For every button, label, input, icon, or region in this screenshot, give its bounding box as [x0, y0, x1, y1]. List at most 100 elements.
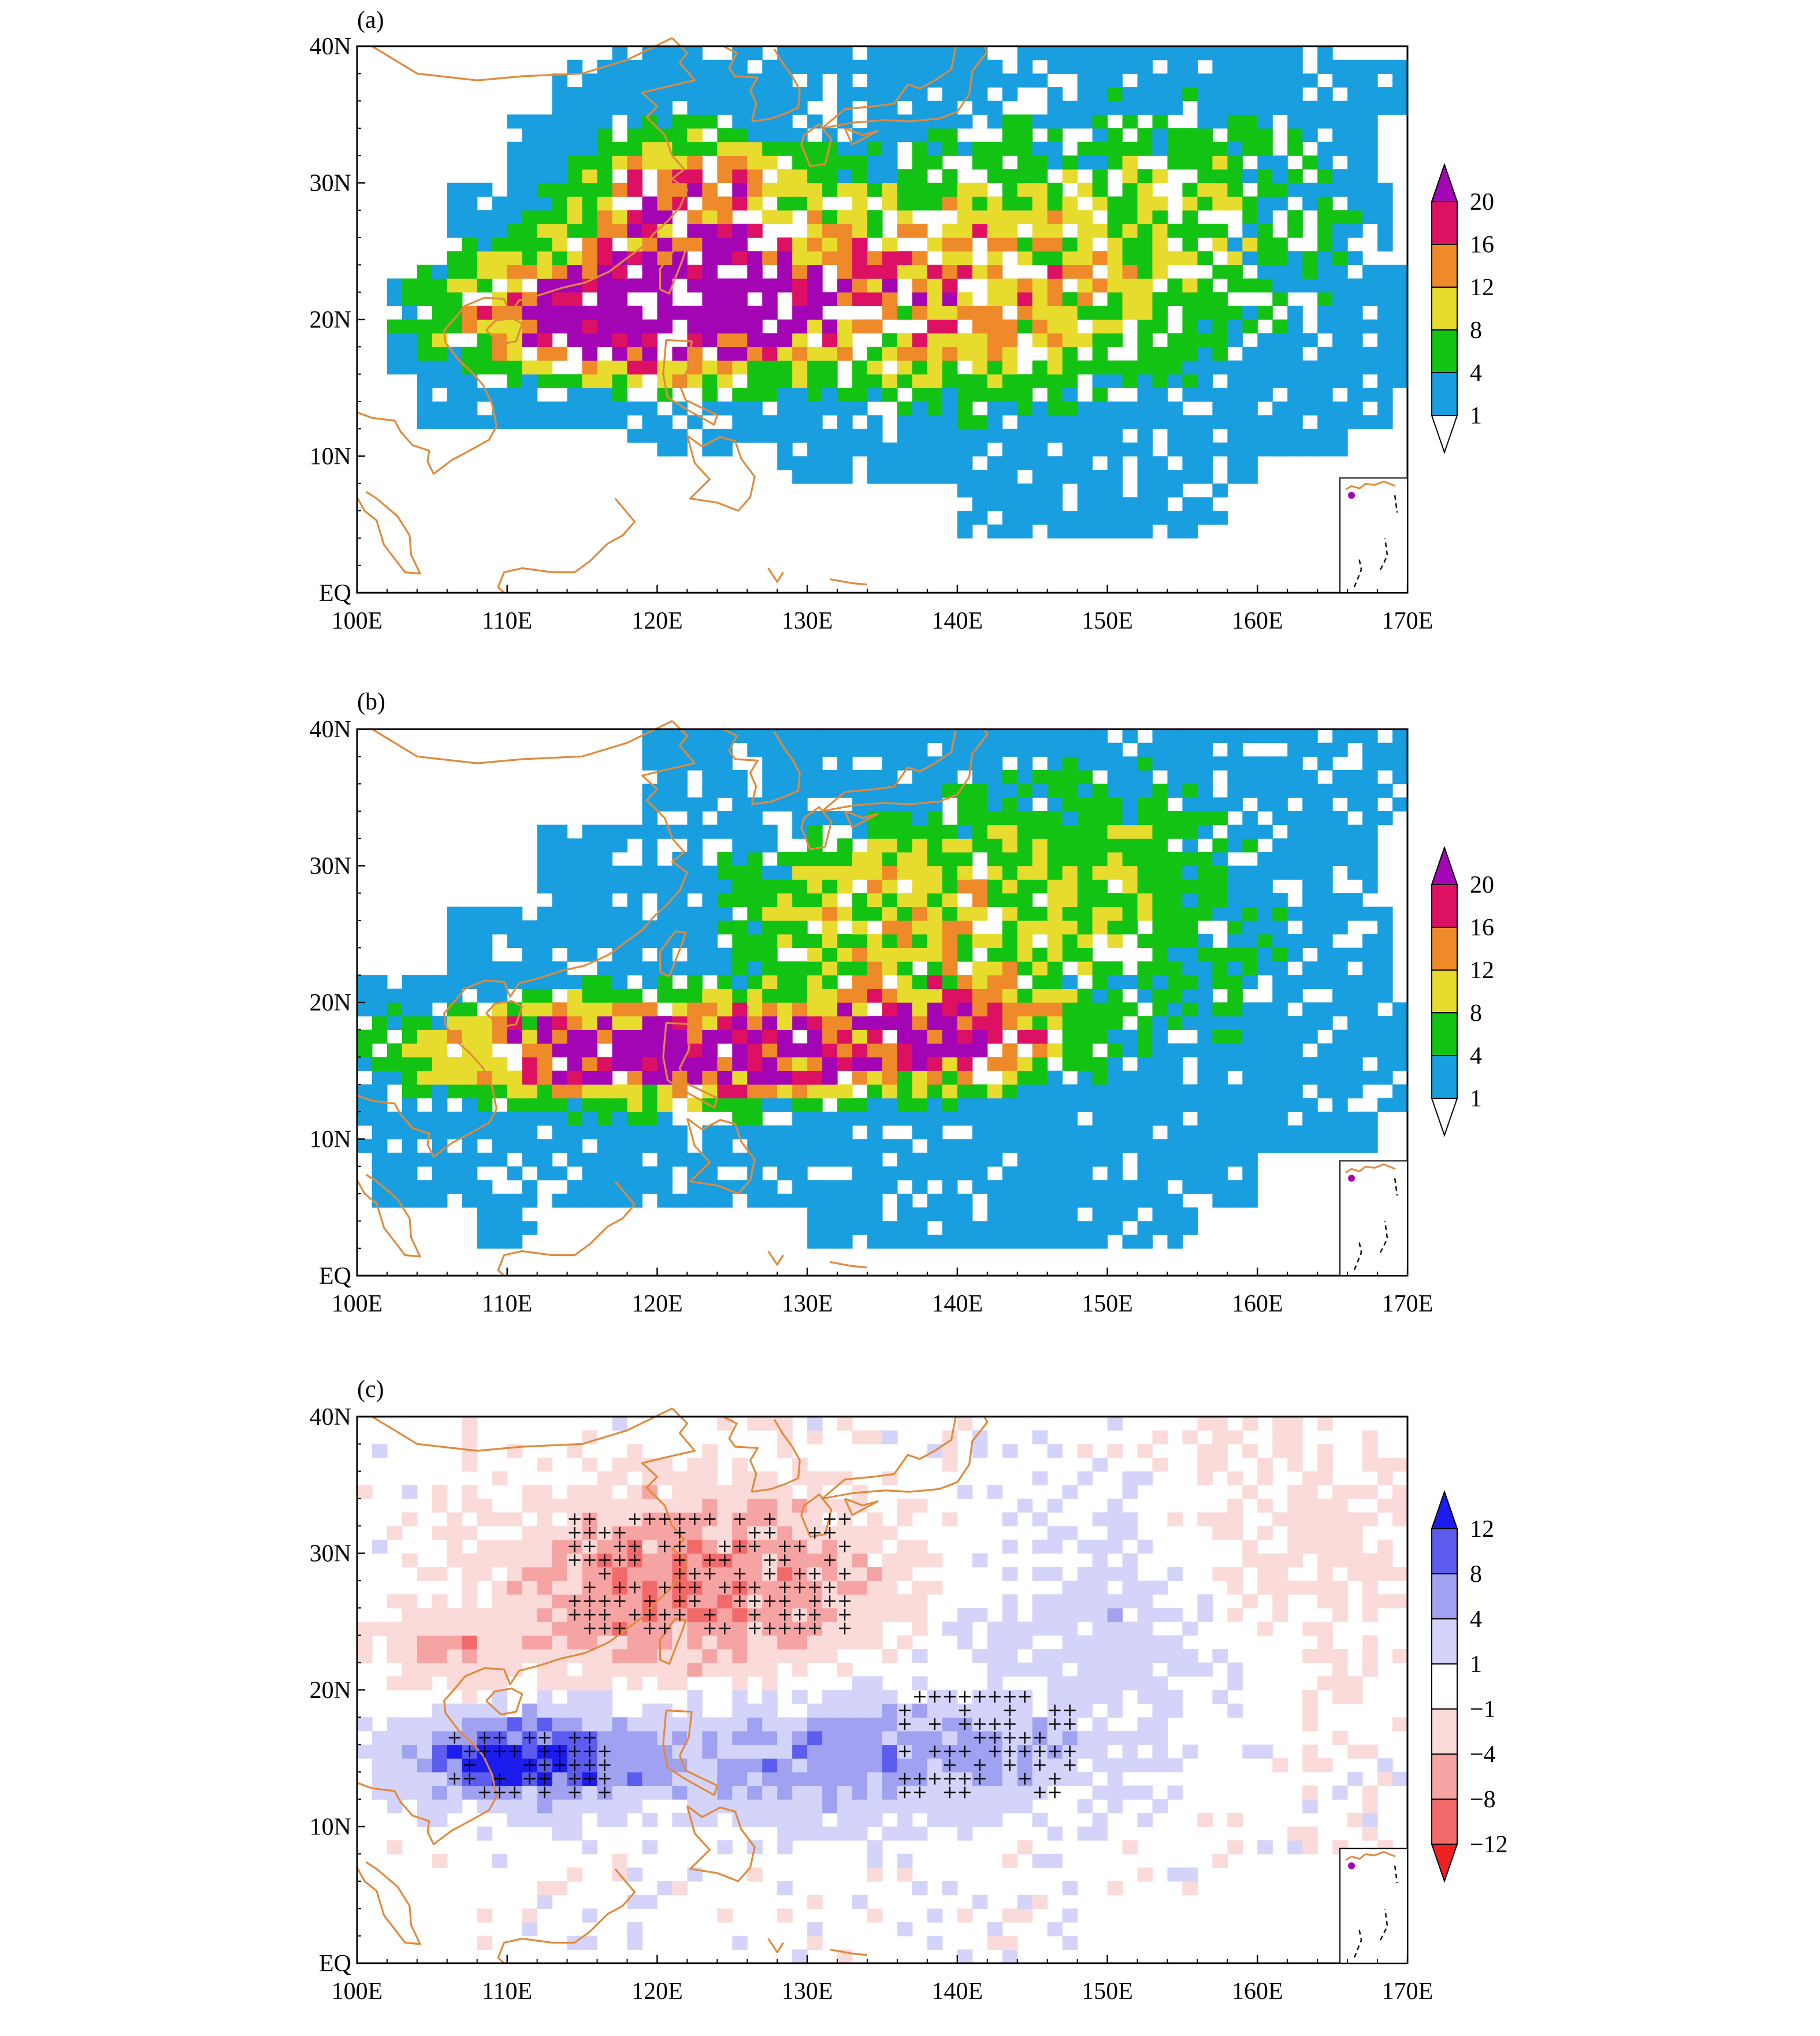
heatmap-cell	[657, 797, 673, 812]
heatmap-cell	[1002, 1935, 1018, 1950]
heatmap-cell	[1197, 852, 1213, 867]
heatmap-cell	[792, 1084, 808, 1099]
heatmap-cell	[837, 278, 853, 293]
heatmap-cell	[417, 347, 433, 361]
heatmap-cell	[1317, 101, 1333, 115]
heatmap-cell	[1362, 1002, 1378, 1017]
heatmap-cell	[882, 1771, 898, 1786]
heatmap-cell	[1317, 906, 1333, 921]
heatmap-cell	[957, 183, 973, 197]
heatmap-cell	[987, 1922, 1003, 1937]
heatmap-cell	[672, 114, 688, 129]
heatmap-cell	[1152, 1221, 1168, 1235]
heatmap-cell	[777, 1744, 793, 1759]
heatmap-cell	[807, 1703, 823, 1718]
heatmap-cell	[777, 1057, 793, 1071]
heatmap-cell	[837, 1635, 853, 1649]
heatmap-cell	[567, 87, 583, 102]
heatmap-cell	[762, 770, 778, 785]
heatmap-cell	[1017, 893, 1033, 908]
heatmap-cell	[1257, 1139, 1273, 1153]
heatmap-cell	[1137, 360, 1153, 375]
heatmap-cell	[837, 852, 853, 867]
heatmap-cell	[1227, 1139, 1243, 1153]
heatmap-cell	[522, 961, 538, 976]
heatmap-cell	[537, 1580, 553, 1595]
heatmap-cell	[1077, 524, 1093, 538]
heatmap-cell	[552, 920, 568, 935]
heatmap-cell	[702, 429, 718, 443]
heatmap-cell	[657, 155, 673, 170]
heatmap-cell	[852, 1785, 868, 1800]
heatmap-cell	[1167, 1194, 1183, 1208]
heatmap-cell	[432, 265, 448, 279]
heatmap-cell	[1197, 224, 1213, 238]
heatmap-cell	[1317, 1512, 1333, 1526]
heatmap-cell	[927, 401, 943, 416]
heatmap-cell	[747, 1758, 763, 1773]
heatmap-cell	[777, 989, 793, 1003]
heatmap-cell	[882, 852, 898, 867]
heatmap-cell	[1107, 783, 1123, 798]
heatmap-cell	[1107, 1526, 1123, 1540]
heatmap-cell	[807, 1030, 823, 1044]
heatmap-cell	[1377, 292, 1393, 306]
heatmap-cell	[1332, 292, 1348, 306]
heatmap-cell	[867, 1799, 883, 1814]
heatmap-cell	[717, 1057, 733, 1071]
heatmap-cell	[522, 1908, 538, 1923]
heatmap-cells	[357, 729, 1408, 1249]
heatmap-cell	[582, 114, 598, 129]
heatmap-cell	[912, 265, 928, 279]
heatmap-cell	[927, 278, 943, 293]
heatmap-cell	[747, 1030, 763, 1044]
heatmap-cell	[417, 1676, 433, 1691]
heatmap-cell	[1047, 155, 1063, 170]
heatmap-cell	[537, 1016, 553, 1030]
heatmap-cell	[1017, 1662, 1033, 1677]
heatmap-cell	[1332, 401, 1348, 416]
heatmap-cell	[987, 1112, 1003, 1126]
heatmap-cell	[1002, 224, 1018, 238]
heatmap-cell	[1197, 101, 1213, 115]
heatmap-cell	[942, 128, 958, 143]
heatmap-cell	[582, 1676, 598, 1691]
heatmap-cell	[717, 237, 733, 252]
heatmap-cell	[1077, 838, 1093, 853]
heatmap-cell	[987, 401, 1003, 416]
heatmap-cell	[1197, 893, 1213, 908]
heatmap-cell	[912, 770, 928, 785]
heatmap-cell	[867, 470, 883, 484]
heatmap-cell	[852, 1608, 868, 1622]
heatmap-cell	[552, 73, 568, 88]
heatmap-cell	[852, 1594, 868, 1608]
heatmap-cell	[687, 101, 703, 115]
heatmap-cell	[1167, 1785, 1183, 1800]
heatmap-cell	[717, 1744, 733, 1759]
heatmap-cell	[492, 1071, 508, 1085]
heatmap-cell	[1002, 852, 1018, 867]
heatmap-cell	[1182, 1881, 1198, 1896]
heatmap-cell	[1317, 1112, 1333, 1126]
heatmap-cell	[1062, 415, 1078, 429]
heatmap-cell	[717, 783, 733, 798]
heatmap-cell	[972, 388, 988, 402]
heatmap-cell	[807, 1894, 823, 1909]
heatmap-cell	[1347, 114, 1363, 129]
heatmap-cell	[747, 1867, 763, 1882]
heatmap-cell	[717, 155, 733, 170]
heatmap-cell	[897, 742, 913, 757]
heatmap-cell	[507, 401, 523, 416]
heatmap-cell	[1107, 1030, 1123, 1044]
heatmap-cell	[507, 1771, 523, 1786]
heatmap-cell	[462, 265, 478, 279]
heatmap-cell	[537, 251, 553, 265]
heatmap-cell	[1302, 278, 1318, 293]
heatmap-cell	[957, 975, 973, 989]
heatmap-cell	[1017, 1057, 1033, 1071]
heatmap-cell	[987, 483, 1003, 498]
heatmap-cell	[957, 1153, 973, 1167]
heatmap-cell	[1227, 278, 1243, 293]
heatmap-cell	[1227, 824, 1243, 839]
heatmap-cell	[912, 1594, 928, 1608]
